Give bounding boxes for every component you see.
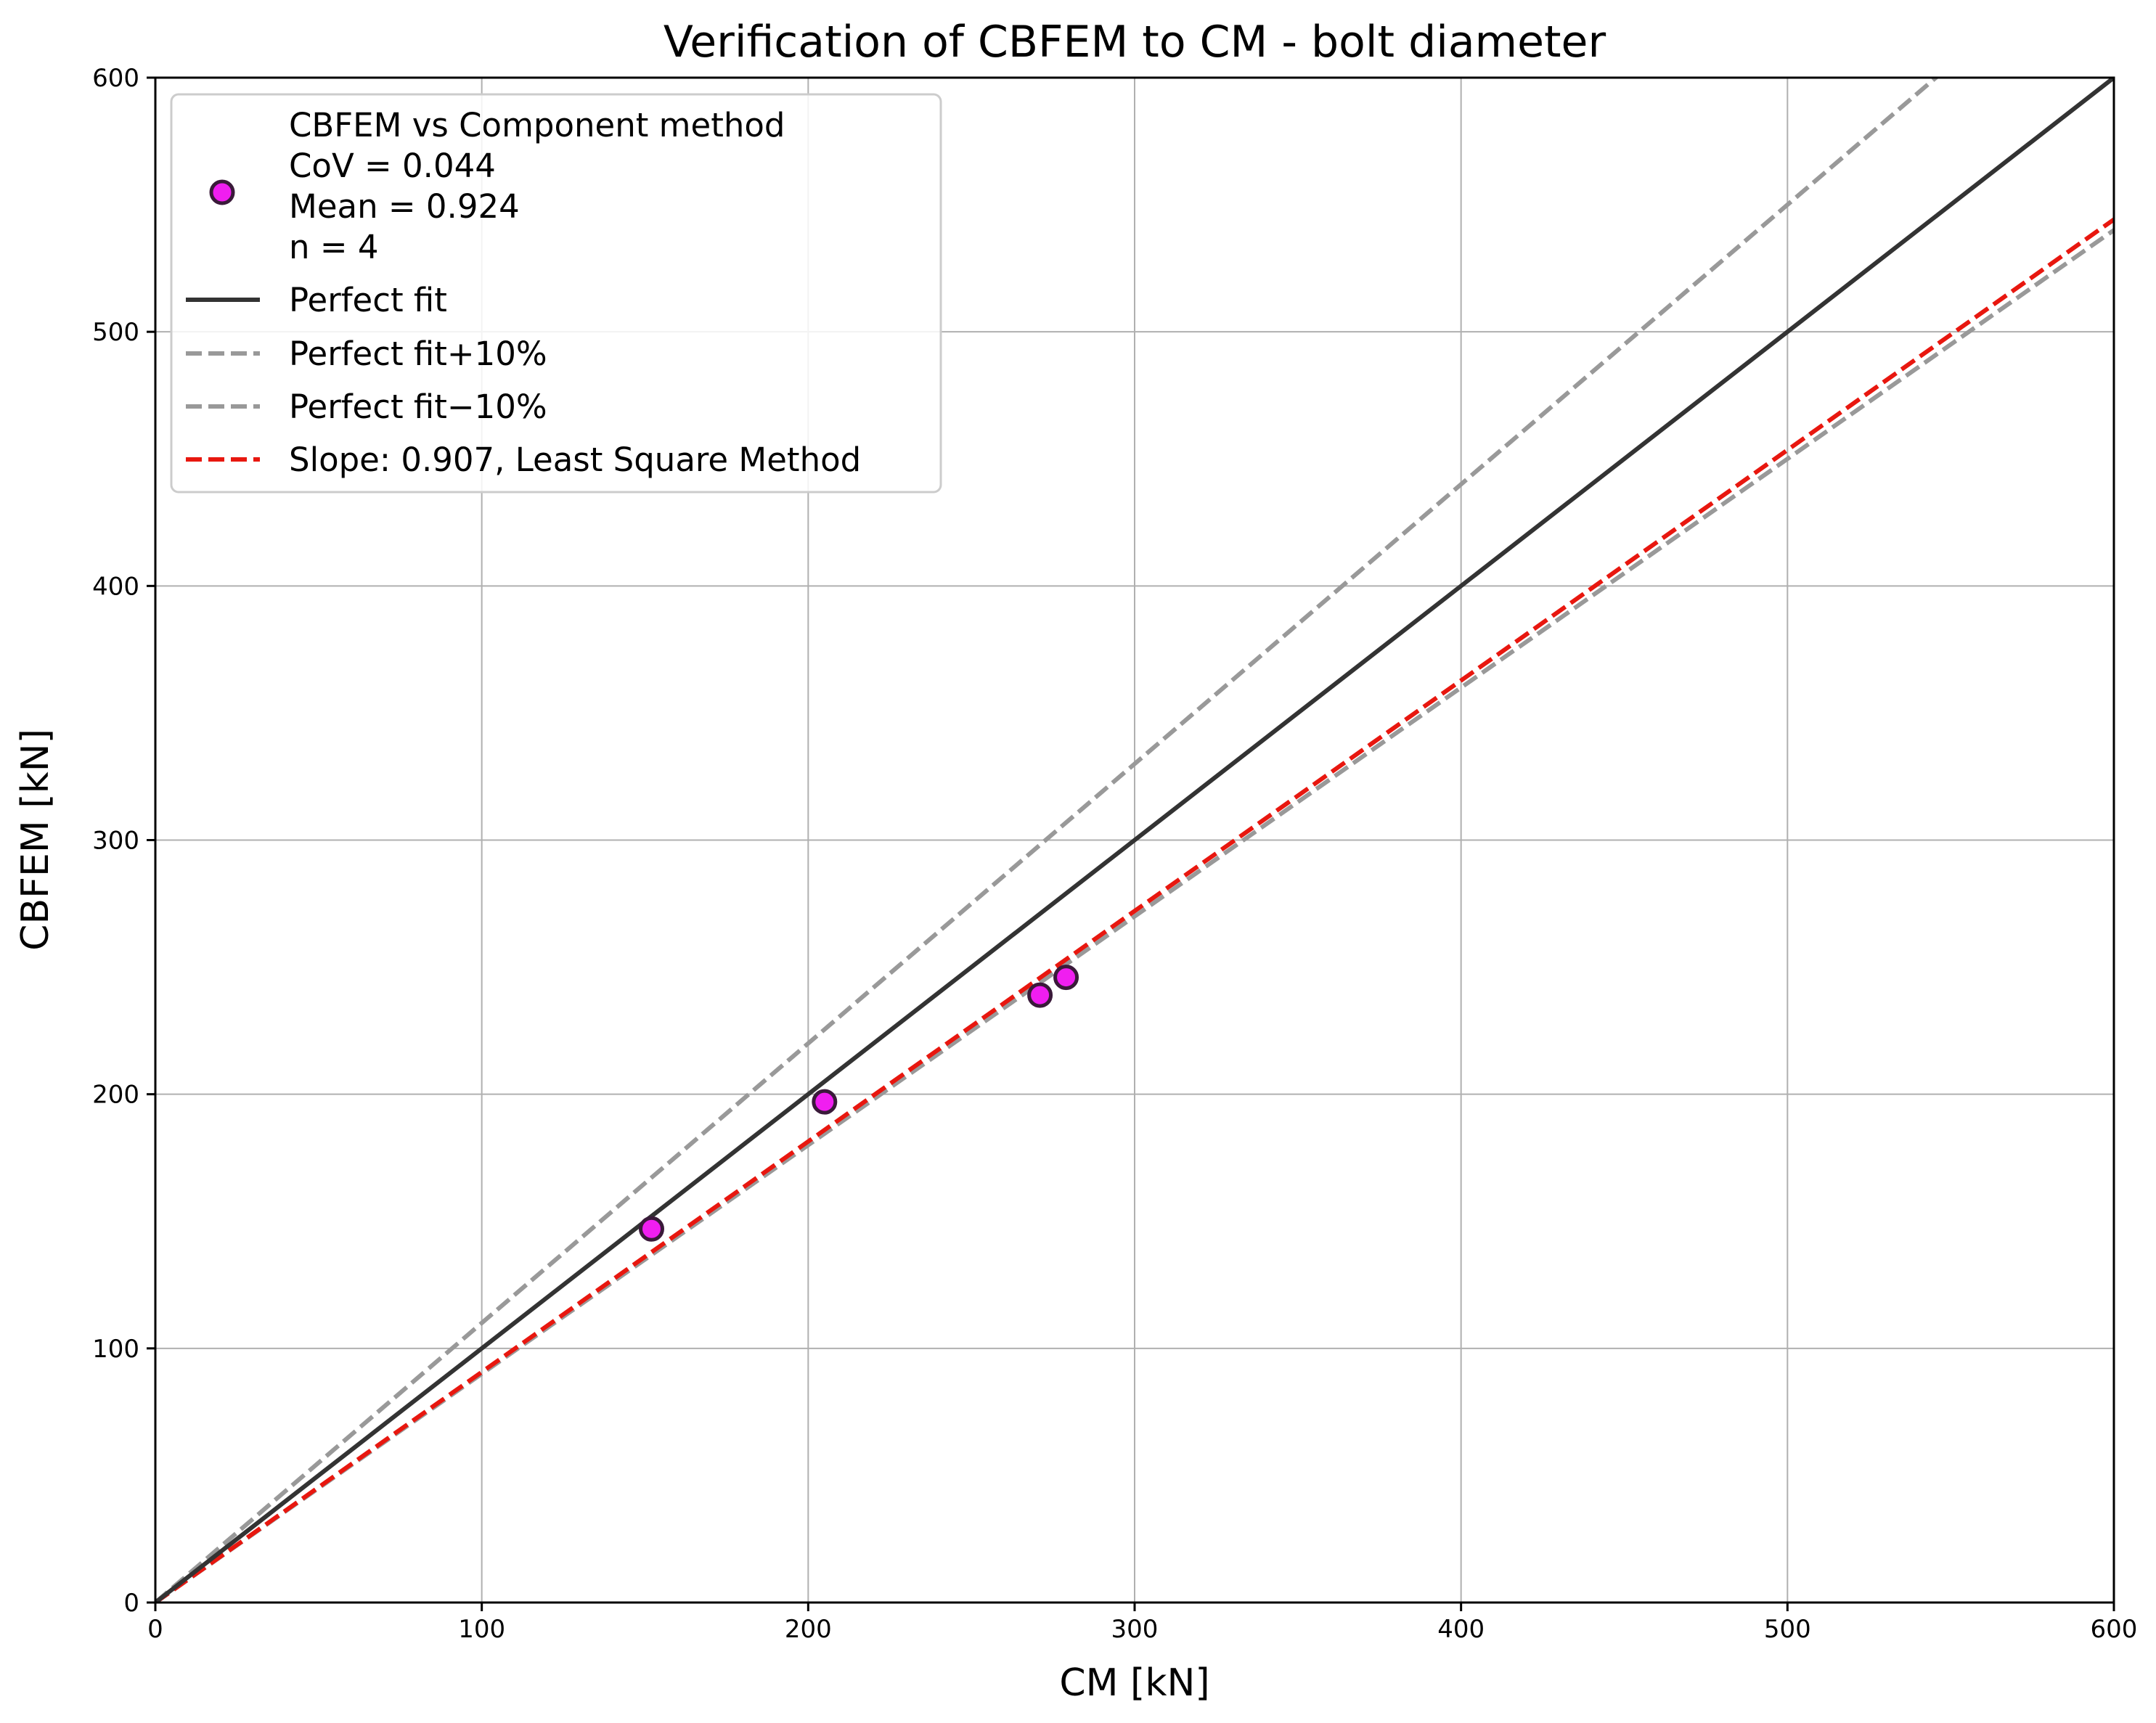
y-tick-label: 600 <box>92 64 139 93</box>
chart-title: Verification of CBFEM to CM - bolt diame… <box>663 17 1606 67</box>
data-point-2 <box>812 1089 838 1115</box>
legend-label-scatter-line-4: n = 4 <box>289 228 378 266</box>
y-tick-label: 400 <box>92 572 139 601</box>
data-point-3 <box>1027 982 1053 1008</box>
legend-label-lsq: Slope: 0.907, Least Square Method <box>289 441 861 479</box>
x-axis-title: CM [kN] <box>1059 1661 1209 1705</box>
legend-label-scatter: CBFEM vs Component method CoV = 0.044 Me… <box>289 106 796 266</box>
legend-label-scatter-line-1: CBFEM vs Component method <box>289 106 785 144</box>
y-tick-label: 0 <box>123 1589 139 1618</box>
data-point-1 <box>638 1216 664 1242</box>
x-tick-label: 300 <box>1111 1615 1159 1644</box>
line-plus10 <box>155 78 1940 1603</box>
y-axis-title: CBFEM [kN] <box>14 729 57 951</box>
line-perfect <box>155 78 2114 1603</box>
legend-label-perfect: Perfect fit <box>289 281 447 319</box>
reference-lines <box>155 78 2114 1603</box>
data-points <box>638 965 1079 1242</box>
y-tick-label: 300 <box>92 827 139 856</box>
y-tick-label: 500 <box>92 318 139 347</box>
x-tick-label: 200 <box>785 1615 832 1644</box>
x-tick-label: 100 <box>458 1615 505 1644</box>
legend: CBFEM vs Component method CoV = 0.044 Me… <box>170 93 942 494</box>
legend-marker-scatter <box>209 179 235 205</box>
x-tick-label: 0 <box>147 1615 163 1644</box>
line-lsq <box>155 217 2114 1603</box>
x-tick-label: 400 <box>1437 1615 1485 1644</box>
axis-ticks: 0 100 200 300 400 500 600 0 100 200 300 400 500 600 <box>92 64 2137 1644</box>
x-tick-label: 600 <box>2091 1615 2138 1644</box>
legend-label-minus10: Perfect fit−10% <box>289 388 547 426</box>
legend-label-scatter-line-3: Mean = 0.924 <box>289 187 520 226</box>
data-point-4 <box>1053 965 1079 991</box>
x-tick-label: 500 <box>1764 1615 1811 1644</box>
legend-label-scatter-line-2: CoV = 0.044 <box>289 147 496 185</box>
legend-label-plus10: Perfect fit+10% <box>289 335 547 373</box>
y-tick-label: 200 <box>92 1081 139 1110</box>
y-tick-label: 100 <box>92 1335 139 1364</box>
line-minus10 <box>155 228 2114 1603</box>
legend-box <box>170 93 942 494</box>
